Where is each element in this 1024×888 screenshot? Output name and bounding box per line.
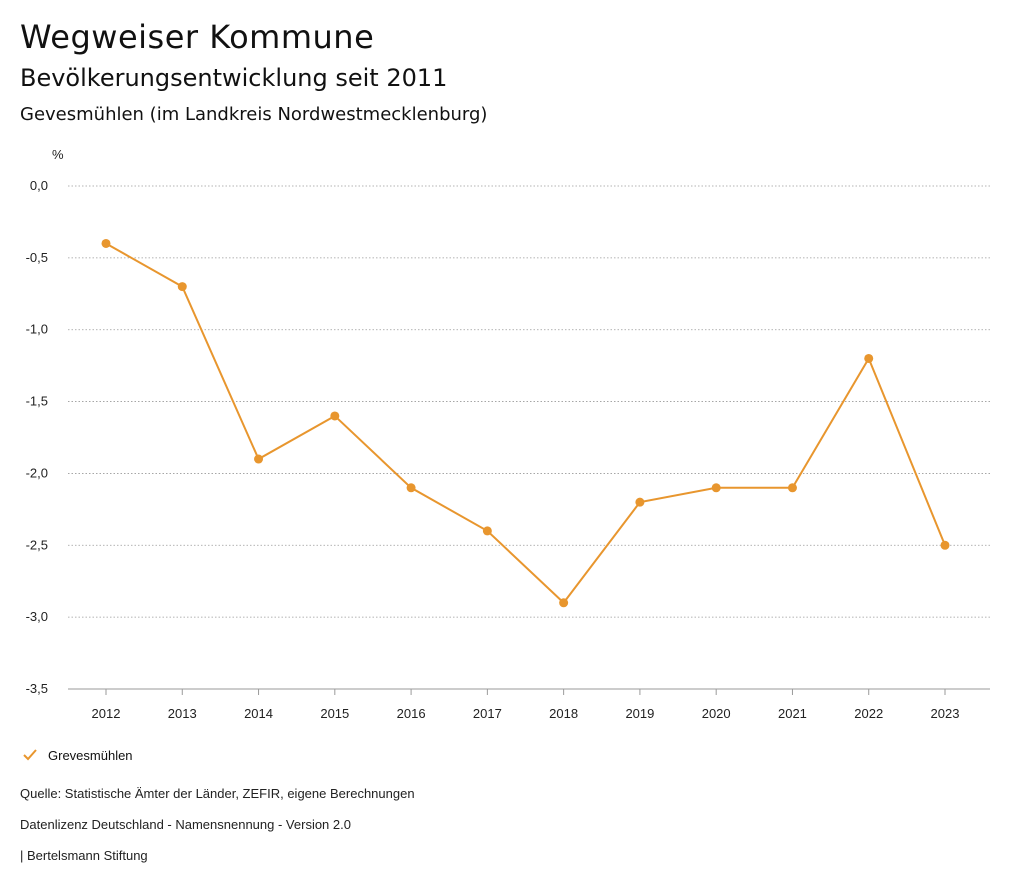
data-point[interactable] (711, 483, 721, 493)
x-tick-label: 2022 (854, 706, 883, 721)
x-tick-label: 2015 (320, 706, 349, 721)
y-tick-label: -0,5 (26, 250, 48, 265)
data-point[interactable] (787, 483, 797, 493)
y-tick-label: -3,5 (26, 681, 48, 696)
series-line (105, 242, 946, 605)
chart-subtitle: Bevölkerungsentwicklung seit 2011 (20, 64, 448, 92)
data-point[interactable] (254, 454, 264, 464)
data-point[interactable] (330, 411, 340, 421)
y-axis-label: % (52, 147, 64, 162)
publisher-note: | Bertelsmann Stiftung (20, 848, 148, 863)
x-tick-label: 2014 (244, 706, 273, 721)
region-label: Gevesmühlen (im Landkreis Nordwestmeckle… (20, 104, 488, 125)
legend-label: Grevesmühlen (48, 747, 133, 763)
x-tick-label: 2017 (473, 706, 502, 721)
grid-lines (68, 185, 990, 690)
check-mark-icon (23, 749, 37, 761)
x-axis: 2012 2013 2014 2015 2016 2017 2018 2019 2020 2021… (68, 688, 990, 721)
y-tick-label: -1,5 (26, 394, 48, 409)
data-point[interactable] (940, 540, 950, 550)
data-point[interactable] (101, 238, 111, 248)
line-chart: % 0,0-0,5-1,0-1,5-2,0-2,5-3,0-3,5 2012 20… (26, 147, 990, 721)
x-tick-label: 2016 (397, 706, 426, 721)
x-tick-label: 2018 (549, 706, 578, 721)
y-tick-label: -2,0 (26, 465, 48, 480)
y-tick-label: -2,5 (26, 537, 48, 552)
x-tick-label: 2023 (931, 706, 960, 721)
x-tick-label: 2020 (702, 706, 731, 721)
y-tick-label: -3,0 (26, 609, 48, 624)
x-tick-label: 2021 (778, 706, 807, 721)
x-tick-label: 2019 (625, 706, 654, 721)
data-point[interactable] (559, 598, 569, 608)
data-point[interactable] (177, 282, 187, 292)
data-point[interactable] (406, 483, 416, 493)
y-tick-label: -1,0 (26, 322, 48, 337)
y-tick-label: 0,0 (30, 178, 48, 193)
legend[interactable]: Grevesmühlen (20, 744, 133, 766)
page-title: Wegweiser Kommune (20, 18, 375, 56)
y-axis-ticks: 0,0 -0,5 -1,0 -1,5 -2,0 -2,5 -3,0 -3,5 (26, 178, 48, 696)
x-tick-label: 2013 (168, 706, 197, 721)
license-note: Datenlizenz Deutschland - Namensnennung … (20, 817, 351, 832)
series-layer (101, 238, 950, 608)
data-point[interactable] (635, 497, 645, 507)
data-point[interactable] (482, 526, 492, 536)
x-tick-label: 2012 (92, 706, 121, 721)
data-point[interactable] (864, 353, 874, 363)
source-note: Quelle: Statistische Ämter der Länder, Z… (20, 786, 415, 801)
